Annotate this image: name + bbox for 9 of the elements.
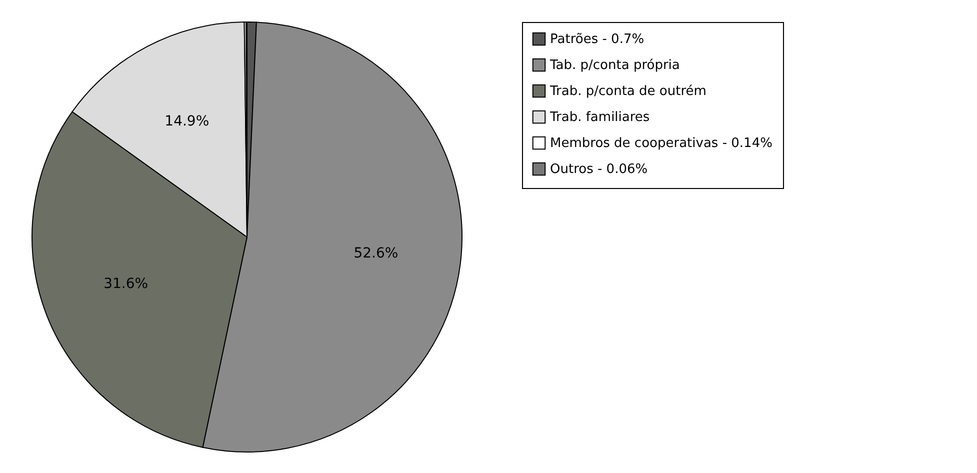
legend-label: Outros - 0.06%: [550, 162, 648, 177]
data-label: 14.9%: [164, 114, 210, 130]
legend-label: Tab. p/conta própria: [549, 58, 680, 73]
data-label: 31.6%: [104, 276, 148, 292]
legend-label: Trab. familiares: [549, 110, 650, 125]
legend-label: Trab. p/conta de outrém: [549, 84, 706, 99]
legend-label: Patrões - 0.7%: [550, 32, 644, 47]
legend-label: Membros de cooperativas - 0.14%: [550, 136, 772, 151]
data-label: 52.6%: [354, 245, 398, 262]
